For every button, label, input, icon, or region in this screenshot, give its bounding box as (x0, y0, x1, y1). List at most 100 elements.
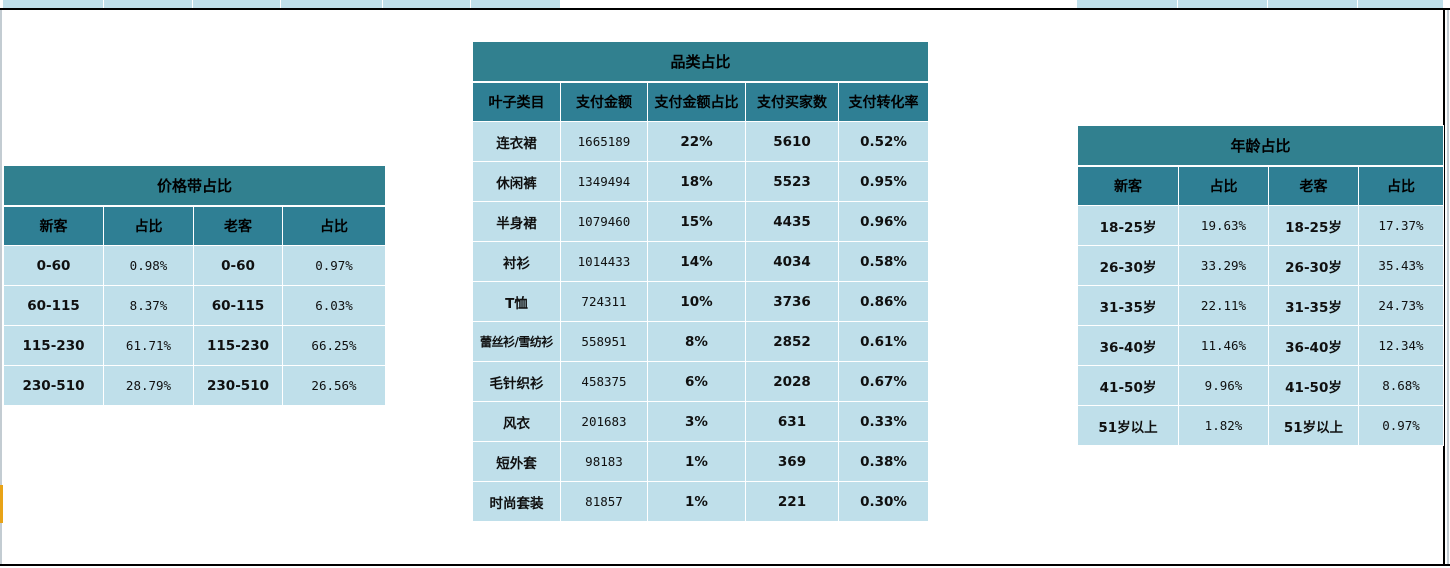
cell-payment-amount[interactable]: 81857 (560, 481, 648, 522)
cell-price-range-new[interactable]: 0-60 (3, 245, 104, 286)
cell-age-range-new[interactable]: 18-25岁 (1077, 205, 1179, 246)
cell-conversion-rate[interactable]: 0.52% (838, 121, 929, 162)
cell-conversion-rate[interactable]: 0.38% (838, 441, 929, 482)
cell-share-old[interactable]: 6.03% (281, 285, 387, 326)
column-header-share-new[interactable]: 占比 (1178, 165, 1269, 206)
column-header-share-new[interactable]: 占比 (103, 205, 194, 246)
cell-conversion-rate[interactable]: 0.30% (838, 481, 929, 522)
cell-payment-share[interactable]: 6% (647, 361, 746, 402)
cell-price-range-new[interactable]: 115-230 (3, 325, 104, 366)
column-header-share-old[interactable]: 占比 (281, 205, 387, 246)
cell-age-range-old[interactable]: 41-50岁 (1268, 365, 1359, 406)
column-header-old-customer[interactable]: 老客 (1268, 165, 1359, 206)
column-header-old-customer[interactable]: 老客 (193, 205, 283, 246)
cell-age-range-old[interactable]: 51岁以上 (1268, 405, 1359, 446)
cell-buyer-count[interactable]: 5523 (745, 161, 839, 202)
cell-age-range-old[interactable]: 18-25岁 (1268, 205, 1359, 246)
cell-conversion-rate[interactable]: 0.86% (838, 281, 929, 322)
cell-payment-amount[interactable]: 201683 (560, 401, 648, 442)
column-header-new-customer[interactable]: 新客 (1077, 165, 1179, 206)
cell-age-range-new[interactable]: 26-30岁 (1077, 245, 1179, 286)
cell-payment-amount[interactable]: 1014433 (560, 241, 648, 282)
cell-share-new[interactable]: 8.37% (103, 285, 194, 326)
cell-price-range-old[interactable]: 60-115 (193, 285, 283, 326)
cell-price-range-old[interactable]: 115-230 (193, 325, 283, 366)
cell-payment-amount[interactable]: 1349494 (560, 161, 648, 202)
cell-leaf-category[interactable]: 半身裙 (472, 201, 561, 242)
cell-payment-share[interactable]: 22% (647, 121, 746, 162)
cell-conversion-rate[interactable]: 0.67% (838, 361, 929, 402)
column-header-buyer-count[interactable]: 支付买家数 (745, 81, 839, 122)
row-selection-marker[interactable] (0, 485, 3, 523)
cell-payment-share[interactable]: 18% (647, 161, 746, 202)
cell-price-range-new[interactable]: 230-510 (3, 365, 104, 406)
cell-payment-share[interactable]: 14% (647, 241, 746, 282)
cell-buyer-count[interactable]: 3736 (745, 281, 839, 322)
cell-share-new[interactable]: 61.71% (103, 325, 194, 366)
cell-age-range-new[interactable]: 41-50岁 (1077, 365, 1179, 406)
cell-leaf-category[interactable]: 短外套 (472, 441, 561, 482)
cell-leaf-category[interactable]: 衬衫 (472, 241, 561, 282)
cell-buyer-count[interactable]: 369 (745, 441, 839, 482)
cell-share-old[interactable]: 66.25% (281, 325, 387, 366)
cell-conversion-rate[interactable]: 0.95% (838, 161, 929, 202)
cell-share-new[interactable]: 19.63% (1178, 205, 1269, 246)
cell-age-range-new[interactable]: 36-40岁 (1077, 325, 1179, 366)
cell-age-range-old[interactable]: 26-30岁 (1268, 245, 1359, 286)
cell-payment-share[interactable]: 15% (647, 201, 746, 242)
cell-share-old[interactable]: 12.34% (1357, 325, 1445, 366)
cell-conversion-rate[interactable]: 0.61% (838, 321, 929, 362)
cell-payment-share[interactable]: 3% (647, 401, 746, 442)
cell-buyer-count[interactable]: 631 (745, 401, 839, 442)
cell-leaf-category[interactable]: 连衣裙 (472, 121, 561, 162)
cell-age-range-old[interactable]: 31-35岁 (1268, 285, 1359, 326)
cell-buyer-count[interactable]: 2852 (745, 321, 839, 362)
cell-share-old[interactable]: 0.97% (1357, 405, 1445, 446)
cell-buyer-count[interactable]: 4435 (745, 201, 839, 242)
cell-leaf-category[interactable]: T恤 (472, 281, 561, 322)
cell-share-old[interactable]: 8.68% (1357, 365, 1445, 406)
cell-leaf-category[interactable]: 时尚套装 (472, 481, 561, 522)
cell-conversion-rate[interactable]: 0.33% (838, 401, 929, 442)
cell-share-new[interactable]: 22.11% (1178, 285, 1269, 326)
cell-share-old[interactable]: 24.73% (1357, 285, 1445, 326)
cell-leaf-category[interactable]: 毛针织衫 (472, 361, 561, 402)
cell-payment-amount[interactable]: 558951 (560, 321, 648, 362)
cell-payment-share[interactable]: 1% (647, 441, 746, 482)
cell-price-range-new[interactable]: 60-115 (3, 285, 104, 326)
cell-buyer-count[interactable]: 4034 (745, 241, 839, 282)
column-header-conversion-rate[interactable]: 支付转化率 (838, 81, 929, 122)
cell-payment-share[interactable]: 1% (647, 481, 746, 522)
cell-conversion-rate[interactable]: 0.96% (838, 201, 929, 242)
cell-payment-share[interactable]: 10% (647, 281, 746, 322)
column-header-new-customer[interactable]: 新客 (3, 205, 104, 246)
column-header-share-old[interactable]: 占比 (1357, 165, 1445, 206)
cell-share-new[interactable]: 28.79% (103, 365, 194, 406)
cell-share-old[interactable]: 17.37% (1357, 205, 1445, 246)
cell-payment-amount[interactable]: 98183 (560, 441, 648, 482)
cell-payment-amount[interactable]: 724311 (560, 281, 648, 322)
cell-buyer-count[interactable]: 2028 (745, 361, 839, 402)
cell-age-range-new[interactable]: 31-35岁 (1077, 285, 1179, 326)
cell-price-range-old[interactable]: 0-60 (193, 245, 283, 286)
cell-buyer-count[interactable]: 5610 (745, 121, 839, 162)
cell-leaf-category[interactable]: 休闲裤 (472, 161, 561, 202)
cell-conversion-rate[interactable]: 0.58% (838, 241, 929, 282)
cell-share-new[interactable]: 0.98% (103, 245, 194, 286)
cell-share-new[interactable]: 33.29% (1178, 245, 1269, 286)
column-header-leaf-category[interactable]: 叶子类目 (472, 81, 561, 122)
cell-share-old[interactable]: 26.56% (281, 365, 387, 406)
column-header-payment-amount[interactable]: 支付金额 (560, 81, 648, 122)
cell-payment-amount[interactable]: 458375 (560, 361, 648, 402)
cell-share-new[interactable]: 1.82% (1178, 405, 1269, 446)
cell-age-range-new[interactable]: 51岁以上 (1077, 405, 1179, 446)
cell-share-new[interactable]: 11.46% (1178, 325, 1269, 366)
column-header-payment-share[interactable]: 支付金额占比 (647, 81, 746, 122)
cell-share-old[interactable]: 0.97% (281, 245, 387, 286)
cell-leaf-category[interactable]: 蕾丝衫/雪纺衫 (472, 321, 561, 362)
cell-share-new[interactable]: 9.96% (1178, 365, 1269, 406)
cell-share-old[interactable]: 35.43% (1357, 245, 1445, 286)
cell-payment-amount[interactable]: 1665189 (560, 121, 648, 162)
cell-age-range-old[interactable]: 36-40岁 (1268, 325, 1359, 366)
cell-price-range-old[interactable]: 230-510 (193, 365, 283, 406)
